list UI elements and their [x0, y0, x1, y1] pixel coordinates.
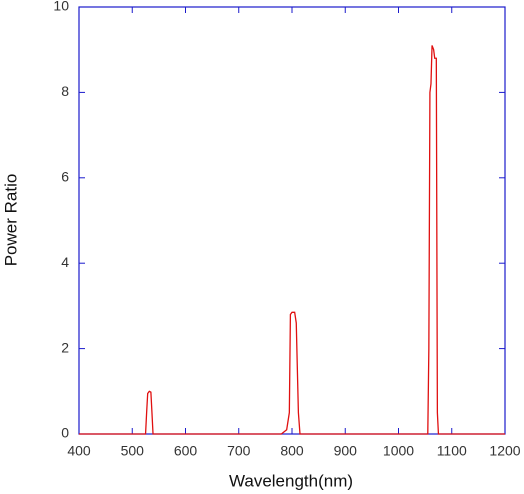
x-tick-label: 500 [121, 443, 145, 459]
x-tick-label: 1100 [437, 443, 467, 459]
x-tick-label: 400 [67, 443, 91, 459]
y-tick-label: 0 [61, 425, 69, 441]
x-tick-label: 1000 [383, 443, 414, 459]
y-tick-label: 4 [61, 254, 69, 270]
x-tick-label: 800 [280, 443, 304, 459]
x-tick-label: 900 [334, 443, 358, 459]
x-tick-label: 600 [174, 443, 198, 459]
y-tick-label: 8 [61, 83, 69, 99]
x-tick-label: 1200 [489, 443, 520, 459]
x-axis-title: Wavelength(nm) [229, 471, 353, 490]
y-tick-label: 10 [53, 0, 69, 14]
x-tick-label: 700 [227, 443, 251, 459]
y-tick-label: 2 [61, 339, 69, 355]
data-line [79, 45, 505, 435]
y-axis-title: Power Ratio [1, 174, 20, 267]
plot-frame [78, 6, 506, 435]
y-tick-label: 6 [61, 169, 69, 185]
